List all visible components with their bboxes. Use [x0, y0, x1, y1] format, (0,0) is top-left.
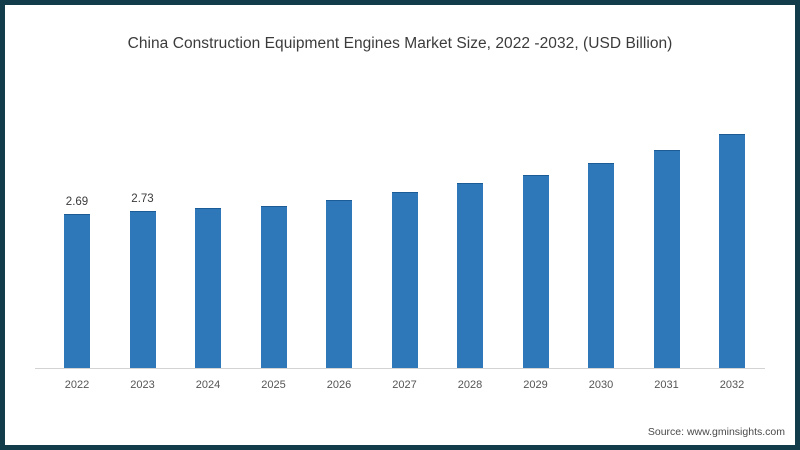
- bar-group[interactable]: 2026: [307, 199, 371, 391]
- bar[interactable]: [522, 174, 549, 368]
- bar[interactable]: [391, 191, 418, 368]
- bar[interactable]: [129, 211, 156, 368]
- bar-group[interactable]: 2031: [635, 149, 699, 391]
- x-axis-tick-label: 2027: [392, 379, 417, 391]
- bar[interactable]: [588, 163, 614, 368]
- x-axis-tick-label: 2031: [654, 379, 679, 391]
- bar-value-label: 2.69: [65, 195, 89, 208]
- bar-group[interactable]: 2.73 2023: [111, 193, 175, 391]
- bar-group[interactable]: 2028: [438, 182, 502, 391]
- bar[interactable]: [326, 199, 352, 368]
- x-axis-tick-label: 2029: [523, 379, 548, 391]
- bar-series-container: 2.69 2022 2.73 2023 2024 2025 2026 2027 2028 2029…: [5, 5, 795, 445]
- bar[interactable]: [195, 207, 221, 368]
- x-axis-tick-label: 2032: [719, 379, 745, 391]
- x-axis-tick-label: 2025: [261, 379, 286, 391]
- bar[interactable]: [653, 149, 680, 368]
- bar[interactable]: [260, 205, 287, 368]
- x-axis-tick-label: 2026: [326, 379, 352, 391]
- bar-group[interactable]: 2027: [373, 191, 437, 391]
- bar-group[interactable]: 2029: [504, 174, 568, 391]
- x-axis-tick-label: 2024: [195, 379, 221, 391]
- x-axis-line: [35, 368, 765, 369]
- chart-title: China Construction Equipment Engines Mar…: [127, 35, 673, 52]
- x-axis-tick-label: 2023: [130, 379, 155, 391]
- x-axis-tick-label: 2022: [64, 379, 90, 391]
- bar-group[interactable]: 2032: [700, 133, 764, 391]
- bar-group[interactable]: 2030: [569, 163, 633, 391]
- bar[interactable]: [457, 182, 483, 368]
- bar-group[interactable]: 2.69 2022: [45, 196, 109, 391]
- x-axis-tick-label: 2028: [457, 379, 483, 391]
- bar-group[interactable]: 2024: [176, 207, 240, 391]
- source-attribution: Source: www.gminsights.com: [647, 426, 785, 438]
- bar-value-label: 2.73: [131, 193, 154, 206]
- chart-canvas: China Construction Equipment Engines Mar…: [5, 5, 795, 445]
- x-axis-tick-label: 2030: [588, 379, 614, 391]
- bar[interactable]: [719, 133, 745, 368]
- bar-group[interactable]: 2025: [242, 205, 306, 391]
- bar[interactable]: [64, 213, 90, 368]
